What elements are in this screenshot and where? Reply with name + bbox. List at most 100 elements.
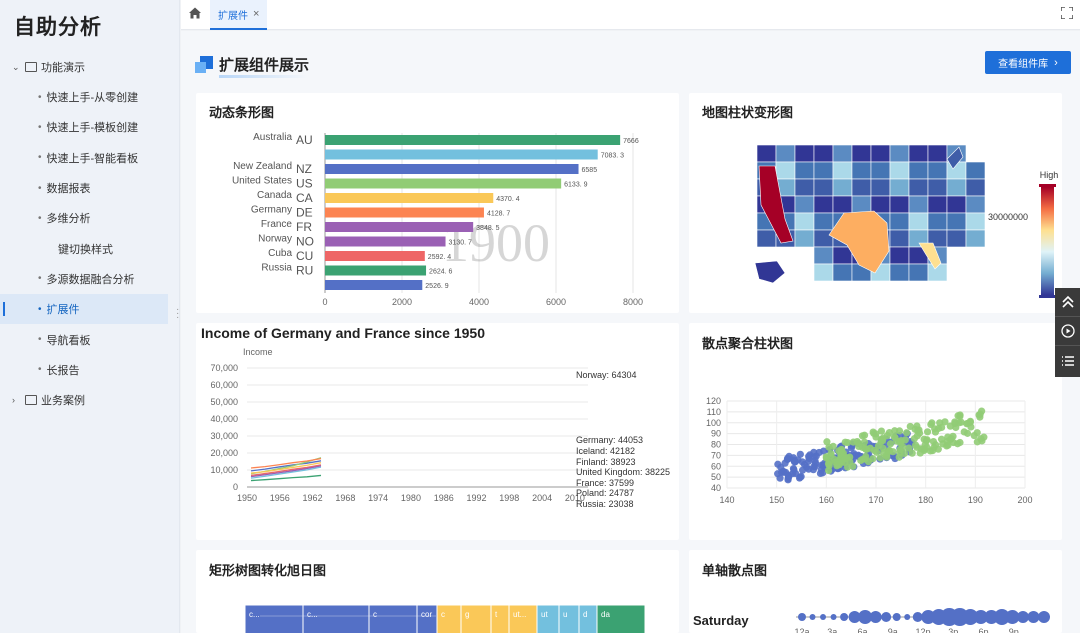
menu-group-label: 业务案例 <box>41 394 85 407</box>
fullscreen-icon[interactable] <box>1061 7 1073 19</box>
bullet-icon: • <box>38 334 42 346</box>
bar <box>325 265 427 276</box>
tab-extensions[interactable]: 扩展件 × <box>210 0 268 30</box>
monitor-icon <box>25 62 37 72</box>
state-maine <box>946 146 964 170</box>
card-single-axis: 单轴散点图 Saturday 12a 3a 6a 9a 12p 3p 6p 9p <box>689 550 1062 633</box>
scatter-point <box>966 417 974 425</box>
y-tick-label: 70 <box>711 450 721 460</box>
treemap-node-label: c... <box>249 610 260 619</box>
x-tick-label: 190 <box>968 495 983 505</box>
menu-group-demo[interactable]: ⌄ 功能演示 <box>0 52 179 82</box>
country-label: Germany <box>251 205 292 216</box>
scatter-point <box>977 435 985 443</box>
scatter-point <box>944 433 952 441</box>
single-axis-point <box>904 614 911 620</box>
country-code-label: NO <box>296 235 314 249</box>
menu-group-cases[interactable]: › 业务案例 <box>0 385 179 415</box>
bar-value-label: 4128. 7 <box>487 211 510 218</box>
button-label: 查看组件库 <box>998 59 1049 70</box>
bar <box>325 236 446 247</box>
state-florida <box>918 242 942 270</box>
treemap-node <box>596 604 646 633</box>
sidebar-item-long-report[interactable]: • 长报告 <box>0 355 179 385</box>
treemap-node-label: d <box>583 610 587 619</box>
sidebar-item-nav-board[interactable]: • 导航看板 <box>0 324 179 354</box>
scatter-point <box>910 435 919 443</box>
x-tick-label: 180 <box>918 495 933 505</box>
state-region <box>927 195 948 214</box>
bar <box>325 149 598 160</box>
x-tick-label: 1998 <box>499 493 519 503</box>
list-icon[interactable] <box>1055 346 1080 375</box>
country-code-label: CU <box>296 249 313 263</box>
x-tick-label: 0 <box>322 297 327 307</box>
state-region <box>832 246 853 265</box>
sidebar-item-extensions[interactable]: • 扩展件 <box>0 294 168 325</box>
bar-value-label: 3130. 7 <box>449 240 472 247</box>
chevron-right-icon: › <box>1054 56 1058 69</box>
sidebar-item-multisource[interactable]: • 多源数据融合分析 <box>0 264 179 294</box>
scatter-point <box>811 457 819 465</box>
treemap-node-label: c... <box>307 610 318 619</box>
scatter-point <box>914 427 922 435</box>
view-component-library-button[interactable]: 查看组件库 › <box>985 51 1071 74</box>
scatter-point <box>876 454 884 462</box>
state-region <box>927 161 948 180</box>
state-region <box>965 229 986 248</box>
scatter-point <box>978 407 986 415</box>
sidebar-item-quickstart-smart[interactable]: • 快速上手-智能看板 <box>0 143 179 173</box>
scatter-point <box>903 429 911 437</box>
sidebar-item-data-report[interactable]: • 数据报表 <box>0 173 179 203</box>
card-title: 散点聚合柱状图 <box>702 336 794 351</box>
country-label: Cuba <box>268 248 292 259</box>
sidebar-resize-handle[interactable]: · · · <box>176 304 180 323</box>
series-line <box>250 466 322 479</box>
treemap-node <box>244 604 304 633</box>
sidebar-item-label: 多源数据融合分析 <box>46 273 135 286</box>
state-region <box>889 212 910 231</box>
scatter-point <box>824 466 833 475</box>
y-axis-title: Income <box>243 347 273 357</box>
play-icon[interactable] <box>1055 317 1080 346</box>
y-tick-label: 50 <box>711 472 721 482</box>
app-title: 自助分析 <box>14 16 102 39</box>
sidebar-item-quickstart-template[interactable]: • 快速上手-模板创建 <box>0 112 179 142</box>
y-tick-label: 40,000 <box>210 414 238 424</box>
state-region <box>832 144 853 163</box>
scatter-point <box>953 440 962 448</box>
sidebar-item-quickstart-scratch[interactable]: • 快速上手-从零创建 <box>0 82 179 112</box>
treemap-chart: c... c... c cor c g t ut... ut u d da <box>244 604 646 633</box>
home-icon[interactable] <box>188 6 202 20</box>
state-region <box>870 195 891 214</box>
bar <box>325 280 423 290</box>
back-to-top-icon[interactable] <box>1055 288 1080 317</box>
treemap-node-label: u <box>563 610 567 619</box>
sidebar-item-multidim[interactable]: • 多维分析 <box>0 203 179 233</box>
series-end-label: Iceland: 42182 <box>576 446 635 456</box>
x-tick-label: 6a <box>857 627 867 633</box>
sidebar-item-label: 快速上手-从零创建 <box>46 92 139 105</box>
scatter-point <box>956 412 964 420</box>
sidebar-item-switch-style[interactable]: 键切换样式 <box>0 233 179 263</box>
state-region <box>946 212 967 231</box>
bar-value-label: 2592. 4 <box>428 254 451 261</box>
scatter-point <box>890 433 899 441</box>
series-line <box>250 460 322 472</box>
state-region <box>813 212 834 231</box>
y-tick-label: 40 <box>711 483 721 493</box>
treemap-node <box>436 604 462 633</box>
y-tick-label: 50,000 <box>210 397 238 407</box>
bar-value-label: 7083. 3 <box>601 153 624 160</box>
scatter-point <box>967 423 975 431</box>
state-region <box>794 144 815 163</box>
scatter-point <box>827 450 835 458</box>
x-tick-label: 3p <box>948 627 958 633</box>
country-code-label: NZ <box>296 162 312 176</box>
series-line <box>250 462 322 474</box>
treemap-node-label: cor <box>421 610 432 619</box>
legend-high-label: High <box>1040 170 1059 180</box>
single-axis-point <box>1016 611 1029 623</box>
close-icon[interactable]: × <box>253 8 260 20</box>
scatter-point <box>777 468 786 476</box>
